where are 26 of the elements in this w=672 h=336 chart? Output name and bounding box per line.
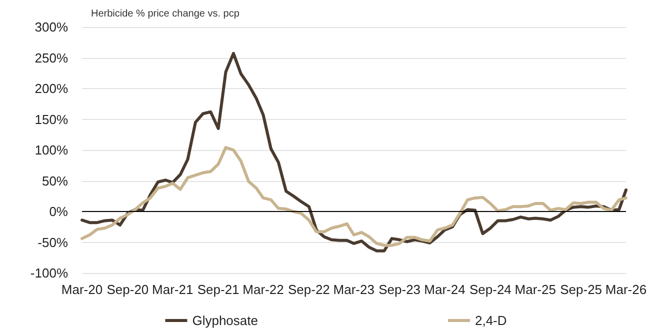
x-tick-label: Mar-24 (424, 282, 466, 297)
x-tick-label: Sep-23 (378, 282, 421, 297)
x-tick-label: Mar-20 (61, 282, 103, 297)
x-tick-label: Sep-24 (469, 282, 512, 297)
x-tick-label: Mar-23 (333, 282, 374, 297)
y-tick-label: 250% (34, 50, 68, 66)
y-tick-label: 100% (34, 142, 68, 158)
y-tick-label: 300% (34, 20, 68, 34)
line-series (80, 146, 628, 247)
chart-subtitle: Herbicide % price change vs. pcp (91, 8, 240, 20)
x-tick-label: Mar-21 (152, 282, 194, 297)
y-tick-label: -50% (38, 234, 68, 250)
x-tick-label: Mar-22 (242, 282, 284, 297)
x-tick-label: Sep-22 (288, 282, 330, 297)
y-tick-label: 200% (34, 81, 68, 96)
x-tick-label: Sep-25 (560, 282, 602, 297)
y-tick-label: 50% (42, 173, 68, 188)
x-tick-label: Sep-20 (106, 282, 149, 297)
legend-label: Glyphosate (192, 313, 258, 328)
x-tick-label: Sep-21 (197, 282, 240, 297)
y-tick-label: -100% (30, 266, 68, 280)
y-tick-label: 0% (49, 204, 68, 219)
x-tick-label: Mar-25 (514, 282, 556, 297)
y-tick-label: 150% (34, 112, 68, 127)
legend-label: 2,4-D (474, 313, 507, 328)
x-tick-label: Mar-26 (605, 282, 647, 297)
